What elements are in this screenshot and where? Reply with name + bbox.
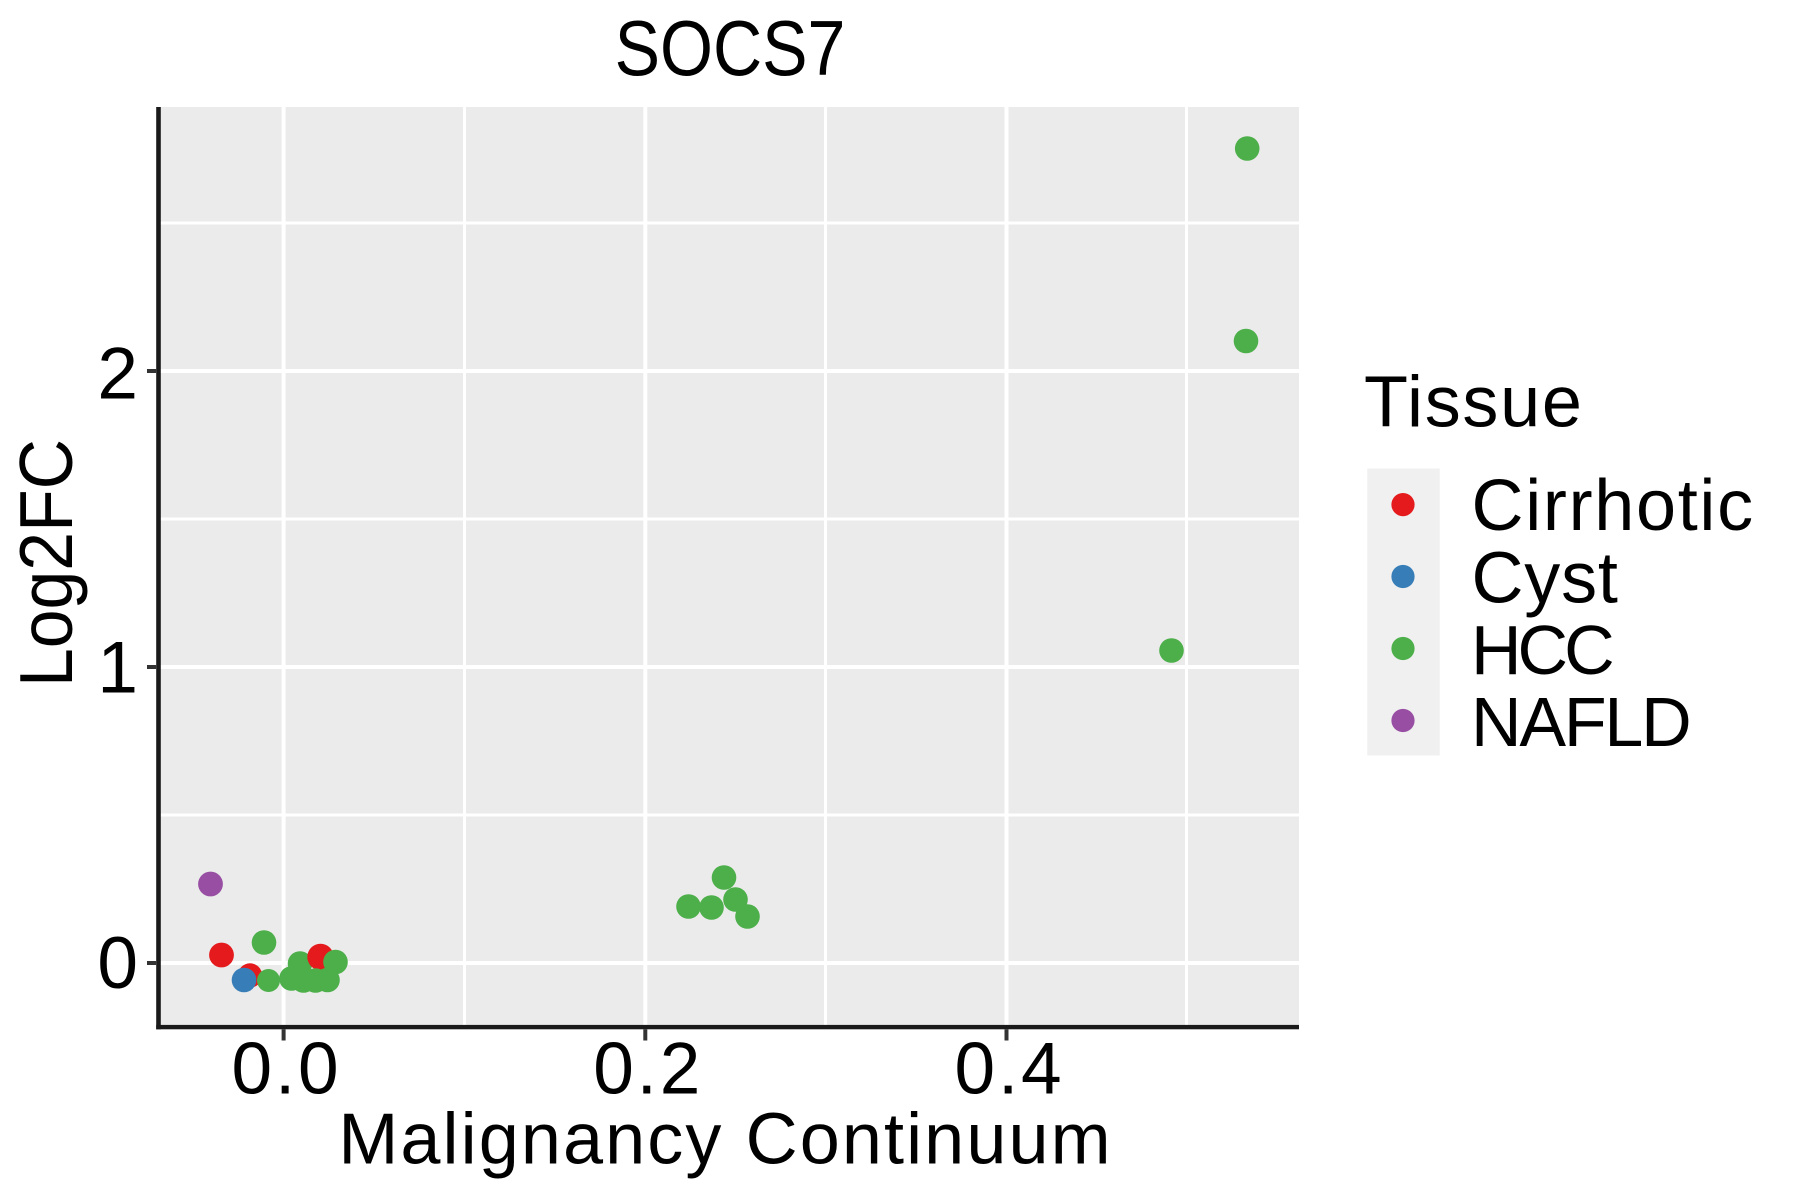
svg-text:Tissue: Tissue xyxy=(1364,363,1584,443)
svg-text:0.2: 0.2 xyxy=(593,1029,703,1110)
svg-text:Malignancy Continuum: Malignancy Continuum xyxy=(338,1100,1112,1180)
svg-text:Cyst: Cyst xyxy=(1472,538,1619,618)
svg-text:Cirrhotic: Cirrhotic xyxy=(1472,466,1755,546)
svg-text:0.4: 0.4 xyxy=(955,1029,1065,1110)
svg-text:Log2FC: Log2FC xyxy=(5,439,89,687)
svg-text:HCC: HCC xyxy=(1471,611,1612,689)
svg-text:1: 1 xyxy=(97,627,138,708)
svg-text:2: 2 xyxy=(97,333,138,414)
svg-text:NAFLD: NAFLD xyxy=(1471,683,1689,761)
svg-text:SOCS7: SOCS7 xyxy=(615,5,846,92)
svg-text:0.0: 0.0 xyxy=(232,1029,342,1110)
svg-text:0: 0 xyxy=(97,923,138,1004)
